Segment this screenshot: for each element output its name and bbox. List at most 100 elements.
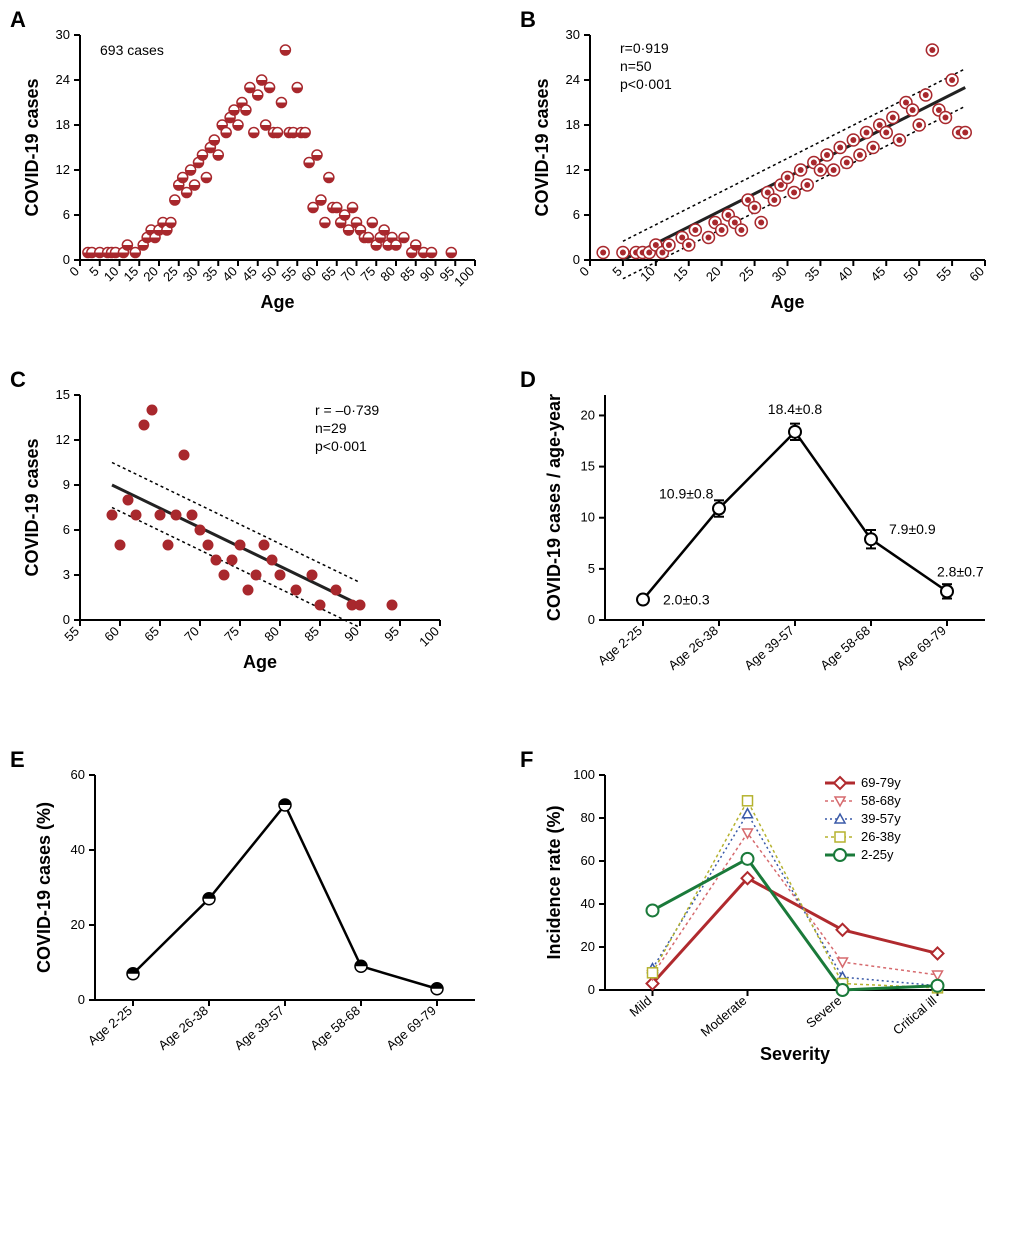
svg-text:Age 39-57: Age 39-57 <box>231 1003 287 1053</box>
svg-text:75: 75 <box>221 624 242 645</box>
svg-text:80: 80 <box>581 810 595 825</box>
svg-text:40: 40 <box>581 896 595 911</box>
panel-b-label: B <box>520 7 536 33</box>
svg-text:15: 15 <box>121 264 142 285</box>
svg-text:40: 40 <box>71 842 85 857</box>
svg-text:85: 85 <box>301 624 322 645</box>
svg-text:95: 95 <box>381 624 402 645</box>
svg-text:10: 10 <box>637 264 658 285</box>
svg-text:Age: Age <box>243 652 277 672</box>
svg-text:50: 50 <box>259 264 280 285</box>
panel-d-chart: Age 2-25 Age 26-38 Age 39-57 Age 58-68 Age 6… <box>525 375 1005 715</box>
svg-text:18: 18 <box>56 117 70 132</box>
svg-text:20: 20 <box>703 264 724 285</box>
panel-f-label: F <box>520 747 533 773</box>
svg-text:70: 70 <box>338 264 359 285</box>
svg-text:45: 45 <box>239 264 260 285</box>
svg-text:39-57y: 39-57y <box>861 811 901 826</box>
svg-text:12: 12 <box>566 162 580 177</box>
panel-c-chart: 55606570758085909510003691215AgeCOVID-19… <box>15 375 495 695</box>
svg-text:Severity: Severity <box>760 1044 830 1064</box>
svg-text:65: 65 <box>141 624 162 645</box>
svg-text:Age 2-25: Age 2-25 <box>595 623 645 668</box>
svg-text:Age: Age <box>770 292 804 312</box>
svg-text:Critical ill: Critical ill <box>890 993 940 1038</box>
svg-text:65: 65 <box>318 264 339 285</box>
svg-text:24: 24 <box>566 72 580 87</box>
panel-e-label: E <box>10 747 25 773</box>
svg-text:n=50: n=50 <box>620 58 652 74</box>
svg-text:0: 0 <box>588 612 595 627</box>
svg-text:60: 60 <box>581 853 595 868</box>
svg-text:Severe: Severe <box>803 993 844 1031</box>
svg-text:55: 55 <box>279 264 300 285</box>
svg-text:85: 85 <box>397 264 418 285</box>
svg-text:100: 100 <box>416 624 442 650</box>
svg-text:Age 2-25: Age 2-25 <box>85 1003 135 1048</box>
svg-text:Moderate: Moderate <box>698 993 750 1040</box>
svg-text:69-79y: 69-79y <box>861 775 901 790</box>
svg-text:Age 58-68: Age 58-68 <box>817 623 873 673</box>
svg-text:50: 50 <box>900 264 921 285</box>
svg-text:n=29: n=29 <box>315 420 347 436</box>
svg-text:20: 20 <box>581 407 595 422</box>
svg-text:60: 60 <box>966 264 987 285</box>
panel-a-annot: 693 cases <box>100 42 164 58</box>
svg-text:COVID-19 cases: COVID-19 cases <box>22 438 42 576</box>
svg-text:24: 24 <box>56 72 70 87</box>
svg-text:30: 30 <box>180 264 201 285</box>
svg-text:6: 6 <box>63 207 70 222</box>
svg-text:r = –0·739: r = –0·739 <box>315 402 379 418</box>
svg-text:6: 6 <box>573 207 580 222</box>
svg-text:30: 30 <box>566 27 580 42</box>
svg-text:COVID-19 cases / age-year: COVID-19 cases / age-year <box>544 394 564 621</box>
svg-text:100: 100 <box>451 264 477 290</box>
svg-text:58-68y: 58-68y <box>861 793 901 808</box>
svg-text:20: 20 <box>140 264 161 285</box>
svg-text:2-25y: 2-25y <box>861 847 894 862</box>
svg-text:18: 18 <box>566 117 580 132</box>
svg-text:COVID-19 cases: COVID-19 cases <box>22 78 42 216</box>
svg-text:0: 0 <box>588 982 595 997</box>
svg-text:70: 70 <box>181 624 202 645</box>
panel-b-chart: 0510152025303540455055600612182430AgeCOV… <box>525 15 1005 335</box>
svg-text:15: 15 <box>56 387 70 402</box>
svg-text:10: 10 <box>581 510 595 525</box>
svg-text:25: 25 <box>160 264 181 285</box>
panel-f-chart: MildModerateSevereCritical ill0204060801… <box>525 755 1005 1095</box>
svg-text:60: 60 <box>71 767 85 782</box>
svg-text:Age: Age <box>260 292 294 312</box>
svg-text:60: 60 <box>101 624 122 645</box>
svg-text:Age 69-79: Age 69-79 <box>383 1003 439 1053</box>
svg-text:r=0·919: r=0·919 <box>620 40 669 56</box>
svg-text:35: 35 <box>802 264 823 285</box>
svg-text:55: 55 <box>933 264 954 285</box>
svg-text:75: 75 <box>358 264 379 285</box>
svg-text:80: 80 <box>261 624 282 645</box>
svg-text:COVID-19 cases: COVID-19 cases <box>532 78 552 216</box>
svg-text:25: 25 <box>736 264 757 285</box>
panel-c-label: C <box>10 367 26 393</box>
svg-text:90: 90 <box>417 264 438 285</box>
svg-text:0: 0 <box>78 992 85 1007</box>
svg-text:45: 45 <box>868 264 889 285</box>
svg-text:Mild: Mild <box>627 993 655 1020</box>
svg-text:15: 15 <box>670 264 691 285</box>
svg-text:15: 15 <box>581 459 595 474</box>
svg-text:10: 10 <box>101 264 122 285</box>
svg-text:3: 3 <box>63 567 70 582</box>
svg-text:80: 80 <box>377 264 398 285</box>
svg-text:40: 40 <box>219 264 240 285</box>
svg-text:2.8±0.7: 2.8±0.7 <box>937 563 984 579</box>
svg-text:Age 39-57: Age 39-57 <box>741 623 797 673</box>
svg-text:40: 40 <box>835 264 856 285</box>
panel-d-label: D <box>520 367 536 393</box>
panel-e-chart: Age 2-25Age 26-38Age 39-57Age 58-68Age 6… <box>15 755 495 1095</box>
svg-text:Age 69-79: Age 69-79 <box>893 623 949 673</box>
svg-text:90: 90 <box>341 624 362 645</box>
svg-text:10.9±0.8: 10.9±0.8 <box>659 486 714 502</box>
svg-text:9: 9 <box>63 477 70 492</box>
svg-text:0: 0 <box>63 252 70 267</box>
svg-text:Age 26-38: Age 26-38 <box>665 623 721 673</box>
svg-text:12: 12 <box>56 162 70 177</box>
